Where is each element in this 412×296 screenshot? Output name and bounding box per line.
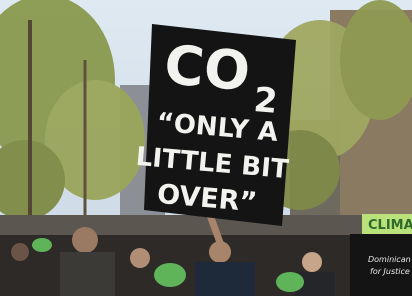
protest-sign: CO 2 “ONLY A LITTLE BIT OVER” xyxy=(132,24,300,226)
climate-banner: CLIMAT xyxy=(362,214,412,234)
flag-text: for Justice xyxy=(370,267,410,276)
flag-text: Dominican xyxy=(368,255,411,264)
photo: CO 2 “ONLY A LITTLE BIT OVER” CLIMAT Dom… xyxy=(0,0,412,296)
sign-co: CO xyxy=(162,33,253,103)
banner-text: CLIMAT xyxy=(368,218,412,233)
page: CO 2 “ONLY A LITTLE BIT OVER” CLIMAT Dom… xyxy=(0,0,412,296)
dominican-flag: Dominican for Justice xyxy=(350,234,412,296)
